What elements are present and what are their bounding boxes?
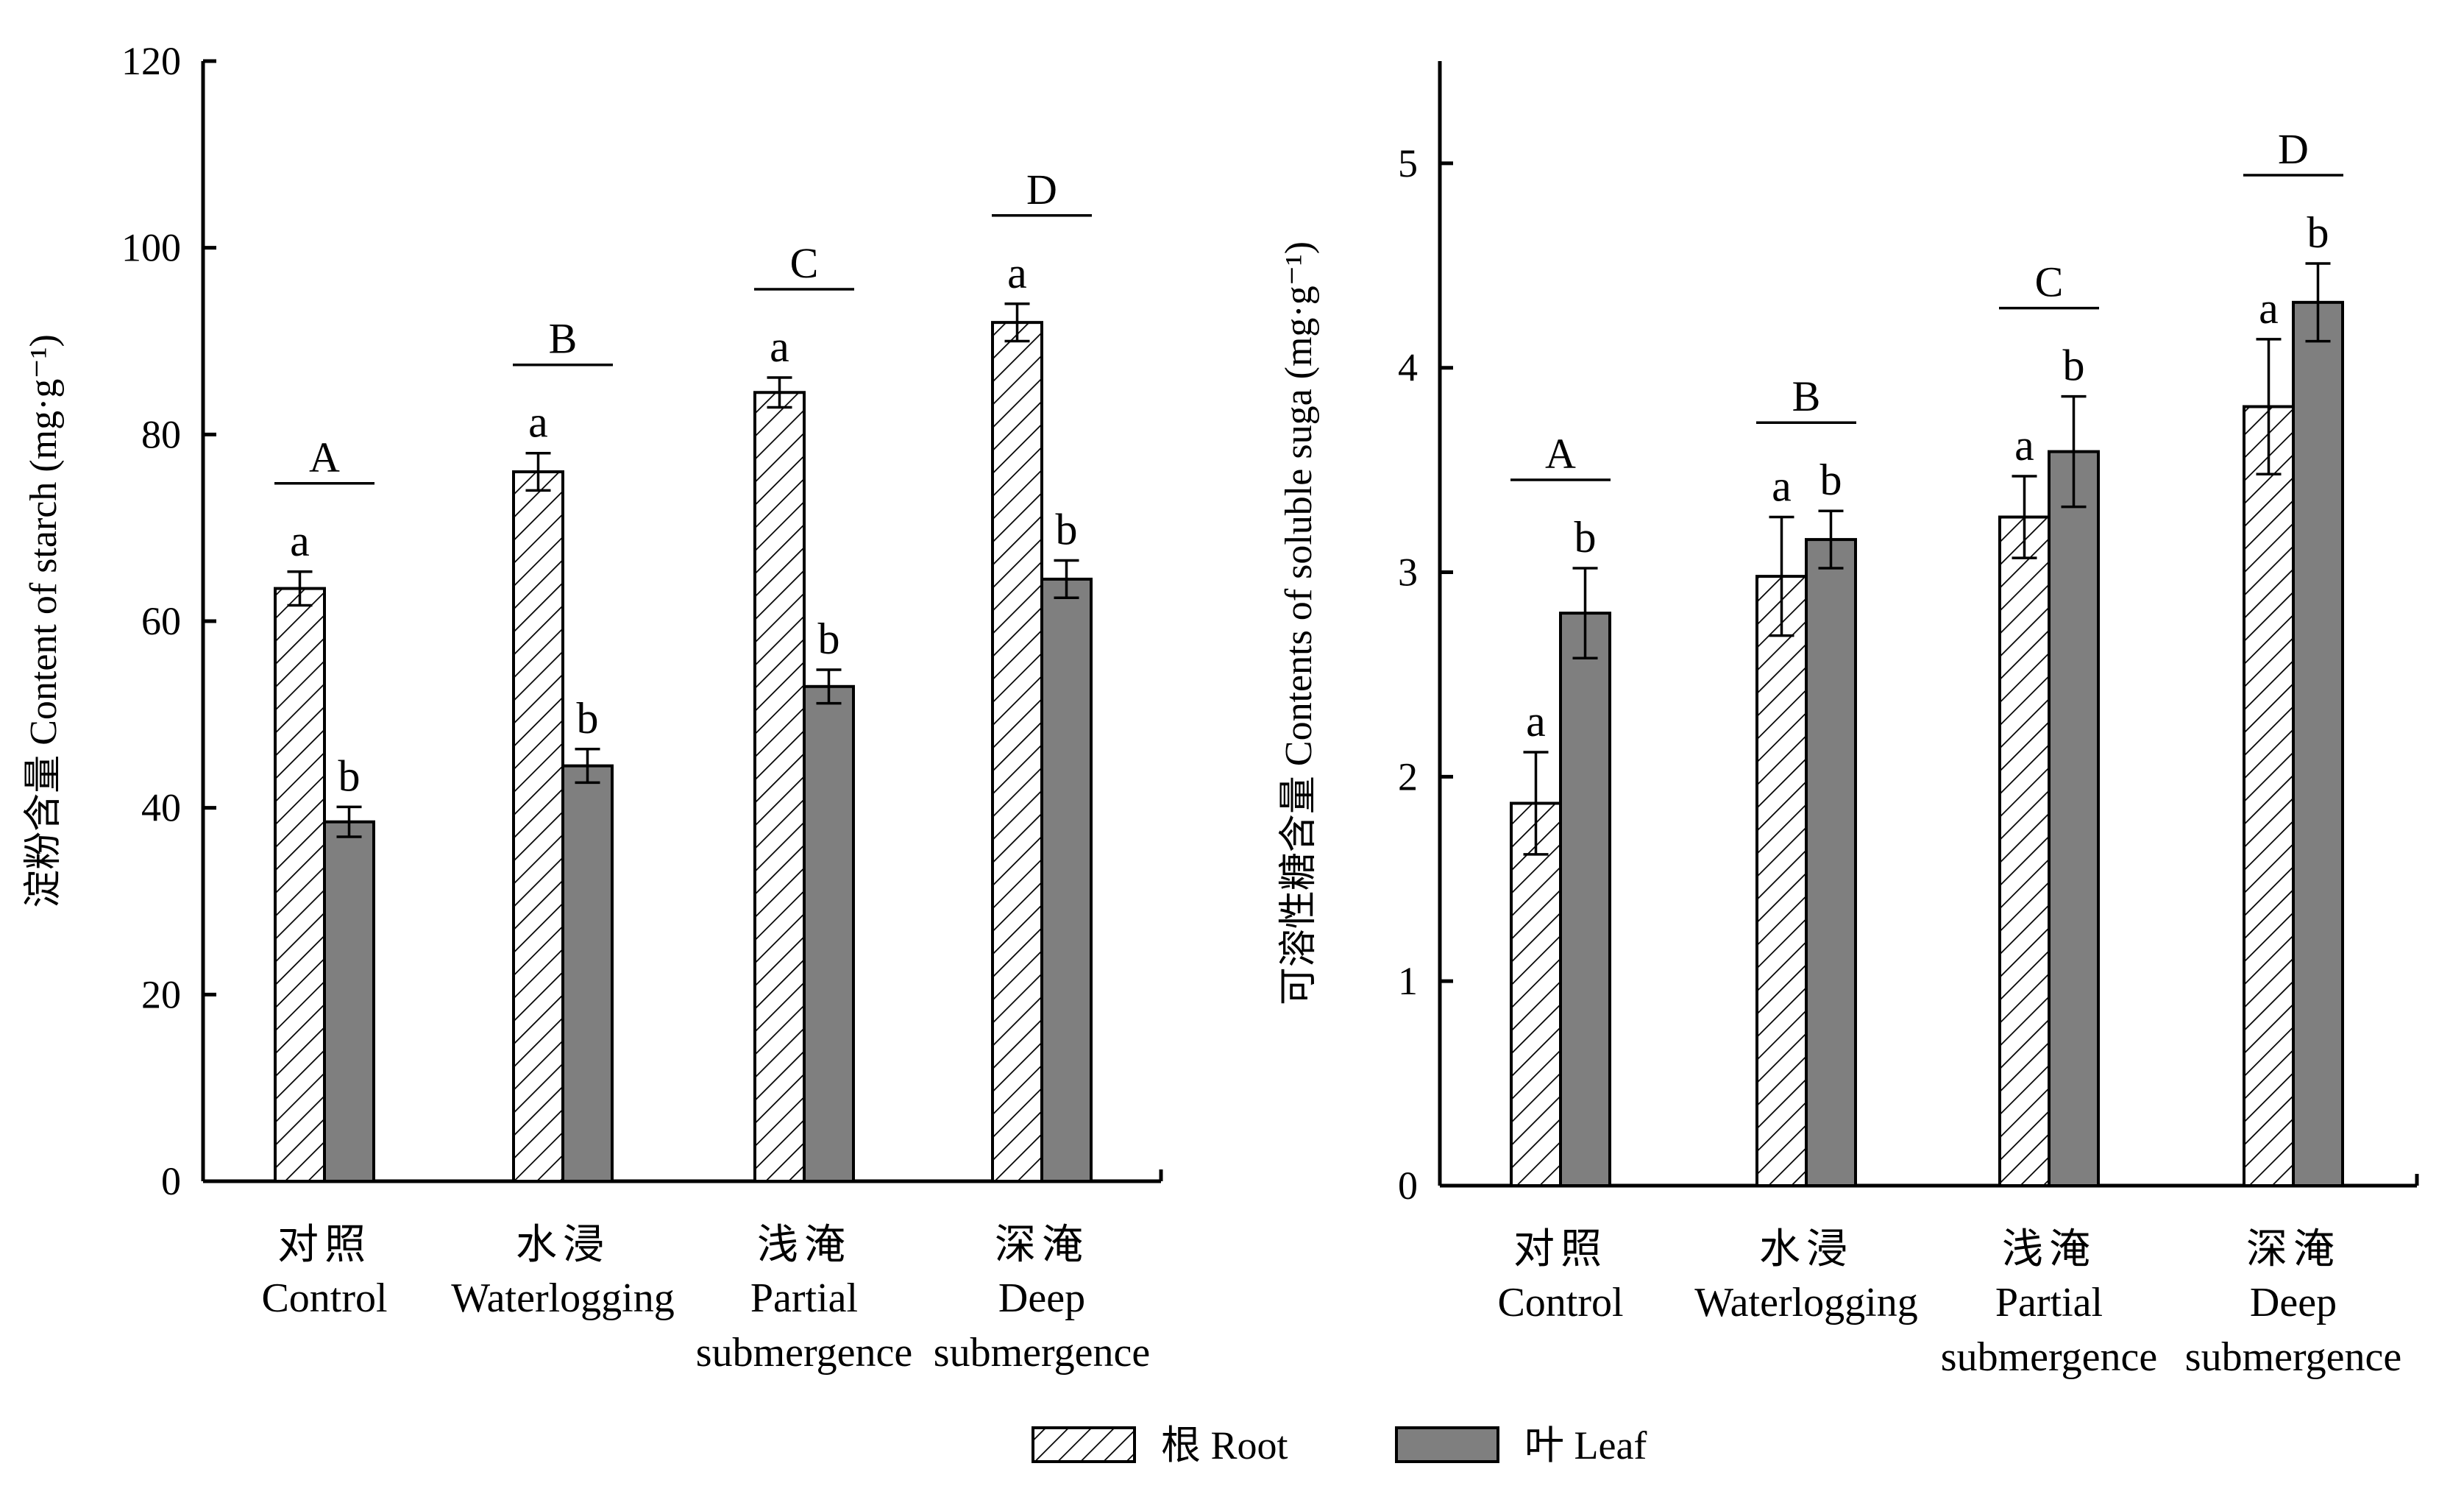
y-tick-label: 20 — [141, 972, 181, 1016]
significance-letter: a — [1772, 462, 1792, 511]
significance-letter: a — [770, 322, 789, 371]
category-label-en: Deep — [998, 1275, 1085, 1321]
bar-leaf — [2048, 450, 2100, 1187]
category-label-en: Partial — [750, 1275, 858, 1321]
y-axis-label: 可溶性糖含量 Contents of soluble suga (mg·g⁻¹) — [1278, 241, 1320, 1005]
significance-letter: a — [1526, 697, 1546, 746]
bar-root — [274, 587, 326, 1183]
y-axis-label: 淀粉含量 Content of starch (mg·g⁻¹) — [23, 334, 65, 908]
significance-letter: a — [2259, 284, 2279, 333]
bar-root — [1510, 801, 1562, 1187]
bar-root — [512, 470, 564, 1183]
category-label-cn: 深淹 — [995, 1222, 1089, 1268]
category-label-cn: 水浸 — [1759, 1227, 1853, 1272]
bar-leaf — [1805, 538, 1857, 1187]
bar-leaf — [561, 764, 614, 1183]
significance-letter: b — [1574, 513, 1597, 562]
category-label-cn: 深淹 — [2246, 1227, 2340, 1272]
category-label-en: Partial — [1995, 1280, 2103, 1325]
category-label-cn: 浅淹 — [757, 1222, 851, 1268]
group-letter: B — [1792, 372, 1821, 420]
group-letter: A — [309, 433, 340, 481]
significance-letter: b — [2063, 341, 2085, 390]
significance-letter: a — [1007, 249, 1027, 297]
legend-label-leaf: 叶 Leaf — [1524, 1423, 1647, 1468]
y-tick-label: 0 — [1398, 1164, 1418, 1208]
y-tick-label: 60 — [141, 599, 181, 643]
starch-chart: 0 20 40 60 80 100 120 淀粉含量 Content of starch (m… — [23, 39, 1163, 1376]
bar-root — [2243, 405, 2295, 1188]
significance-letter: b — [1820, 456, 1842, 504]
category-label-cn: 对照 — [277, 1222, 372, 1268]
y-tick-label: 100 — [121, 226, 181, 270]
legend-label-root: 根 Root — [1161, 1423, 1288, 1468]
bar-root — [1755, 575, 1808, 1187]
category-label-cn: 水浸 — [516, 1222, 610, 1268]
category-label-en: submergence — [1941, 1334, 2157, 1380]
group-letter: C — [2035, 258, 2064, 306]
category-label-en: submergence — [934, 1330, 1150, 1376]
group-letter: B — [549, 315, 578, 363]
legend-swatch-leaf — [1395, 1426, 1499, 1463]
y-tick-label: 80 — [141, 412, 181, 456]
significance-letter: b — [577, 694, 599, 743]
y-tick-label: 2 — [1398, 754, 1418, 799]
bar-root — [753, 391, 806, 1183]
category-label-en: Waterlogging — [1694, 1280, 1917, 1325]
significance-letter: b — [2307, 208, 2329, 257]
significance-letter: b — [1056, 506, 1078, 554]
significance-letter: b — [338, 751, 361, 800]
category-label-en: Control — [1497, 1280, 1623, 1325]
significance-letter: a — [528, 398, 548, 447]
significance-letter: a — [2014, 421, 2034, 470]
significance-letter: b — [818, 615, 840, 663]
y-tick-label: 4 — [1398, 346, 1418, 390]
bar-leaf — [323, 820, 375, 1183]
group-letter: D — [2278, 125, 2309, 173]
y-tick-label: 120 — [121, 39, 181, 83]
category-label-cn: 对照 — [1513, 1227, 1608, 1272]
legend: 根 Root 叶 Leaf — [1032, 1423, 1647, 1468]
significance-letter: a — [290, 517, 310, 565]
category-label-en: Deep — [2250, 1280, 2337, 1325]
category-label-en: submergence — [696, 1330, 912, 1376]
bar-root — [991, 321, 1043, 1183]
category-label-en: Waterlogging — [451, 1275, 674, 1321]
y-tick-label: 5 — [1398, 141, 1418, 185]
y-tick-label: 1 — [1398, 959, 1418, 1003]
bar-root — [1998, 515, 2051, 1187]
soluble-sugar-chart: 0 1 2 3 4 5 可溶性糖含量 Contents of soluble suga (m… — [1278, 61, 2419, 1380]
category-label-en: submergence — [2185, 1334, 2401, 1380]
bar-leaf — [2292, 300, 2344, 1187]
bar-leaf — [1040, 577, 1093, 1183]
group-letter: A — [1545, 430, 1576, 478]
category-label-cn: 浅淹 — [2002, 1227, 2096, 1272]
y-tick-label: 0 — [161, 1159, 181, 1203]
category-label-en: Control — [261, 1275, 387, 1321]
y-tick-label: 40 — [141, 786, 181, 830]
group-letter: C — [790, 239, 819, 287]
y-tick-label: 3 — [1398, 551, 1418, 595]
group-letter: D — [1026, 166, 1057, 213]
bar-leaf — [803, 684, 855, 1183]
legend-swatch-root — [1032, 1426, 1136, 1463]
bar-leaf — [1559, 612, 1611, 1187]
